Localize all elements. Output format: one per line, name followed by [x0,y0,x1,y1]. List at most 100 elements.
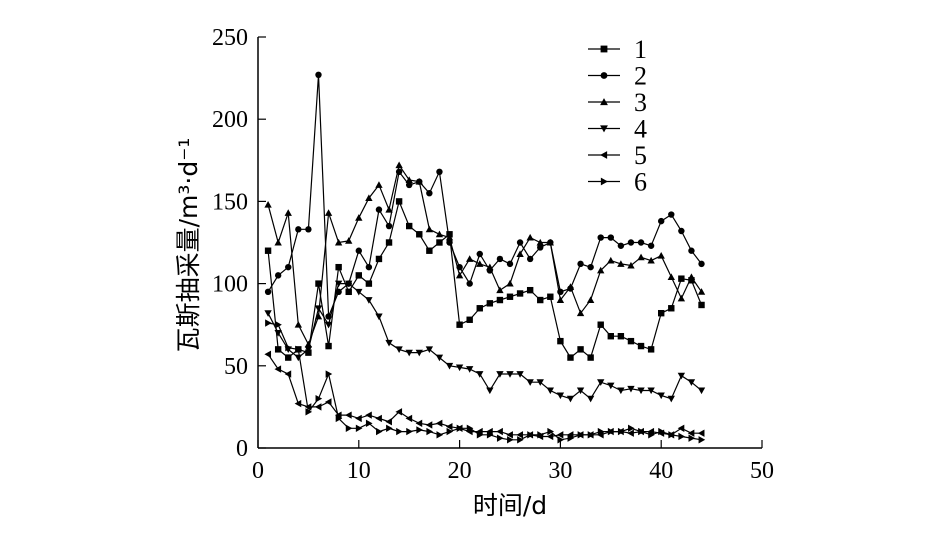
series-6-point [285,344,292,352]
ticks: 0 10 20 30 40 50 0 50 100 150 200 250 [212,25,774,484]
series-4-point [566,395,575,403]
series-2-point [516,239,524,246]
series-1-point [607,333,614,340]
series-5-point [516,431,524,439]
series-3-point [405,176,413,183]
series-6-point [305,408,313,416]
series-3-point [667,273,675,280]
legend-label: 6 [634,168,647,197]
series-6-point [597,427,605,436]
series-6-point [567,434,575,442]
series-3-point [607,256,615,264]
series-1-point [476,305,483,312]
series-3-point [445,233,454,241]
series-layer [264,71,706,444]
series-3-point [576,309,585,317]
series-5-point [435,419,443,428]
series-2-point [315,71,322,79]
series-4-point [455,364,464,372]
series-2 [264,71,705,320]
series-2-point [597,234,604,241]
series-4-point [697,387,706,395]
series-3-point [415,177,423,185]
series-5-point [294,399,302,408]
series-1-point [668,305,675,312]
series-6-point [365,419,373,428]
series-6-point [527,431,534,439]
legend-marker [600,98,608,106]
series-6-point [668,431,675,439]
series-1-point [335,263,342,271]
series-4-point [355,288,363,296]
series-5-point [375,414,382,423]
series-1-point [658,309,665,317]
series-6-point [507,436,514,444]
y-axis-title: 瓦斯抽采量/m³·d⁻¹ [174,138,203,353]
series-5-point [264,350,272,358]
series-3-point [627,261,635,269]
series-6-point [557,436,565,444]
series-4-point [576,387,585,395]
series-4-point [375,313,383,321]
series-4-point [314,305,323,312]
series-4-point [597,379,605,386]
series-5-point [597,431,604,439]
series-6-point [265,319,272,327]
series-3-point [455,271,464,279]
series-2-point [436,168,443,176]
series-3-point [647,256,655,264]
series-6-point [698,436,706,444]
series-3-point [355,214,363,221]
series-1-point [587,354,594,361]
y-tick-label: 0 [236,436,248,462]
series-6-point [315,395,323,403]
series-3-point [385,205,393,213]
series-5 [264,350,705,441]
legend-marker [600,125,608,133]
series-5-point [697,429,705,437]
series-5-point [476,427,483,436]
series-6-point [456,424,464,432]
series-4-point [607,382,615,390]
series-3-point [395,161,403,169]
series-2-point [526,255,534,263]
series-1-point [547,293,554,300]
series-3-point [697,288,706,295]
series-4-point [516,371,524,378]
series-4-point [657,392,665,400]
series-2-point [607,234,614,241]
series-5-point [314,403,322,411]
series-1-point [385,239,393,246]
series-2-point [637,239,645,246]
series-6-point [325,370,333,378]
series-6-point [587,431,595,439]
series-4-point [345,280,353,288]
axes [257,37,762,449]
series-4-point [435,354,444,362]
series-4-point [425,346,434,354]
series-5-point [506,431,513,439]
series-3-point [334,238,343,246]
legend-item-6: 6 [588,168,647,197]
series-6-point [496,434,504,442]
series-4-point [445,362,454,370]
series-4-point [647,387,655,395]
series-5-point [365,411,372,419]
series-2-point [627,239,635,246]
series-4-point [304,346,313,354]
series-1-point [537,296,544,304]
series-2-point [668,211,675,218]
series-1-point [395,198,403,205]
series-2-point [537,244,544,251]
series-2-point [496,255,504,263]
series-1-point [647,346,655,353]
series-3-point [496,286,504,294]
series-1-point [516,290,524,297]
series-6-point [486,431,494,439]
series-4-point [476,371,484,378]
series-6-point [648,431,655,439]
series-5-point [556,431,564,439]
series-5-point [284,370,292,378]
series-3-point [657,251,665,259]
series-1-point [466,316,473,323]
